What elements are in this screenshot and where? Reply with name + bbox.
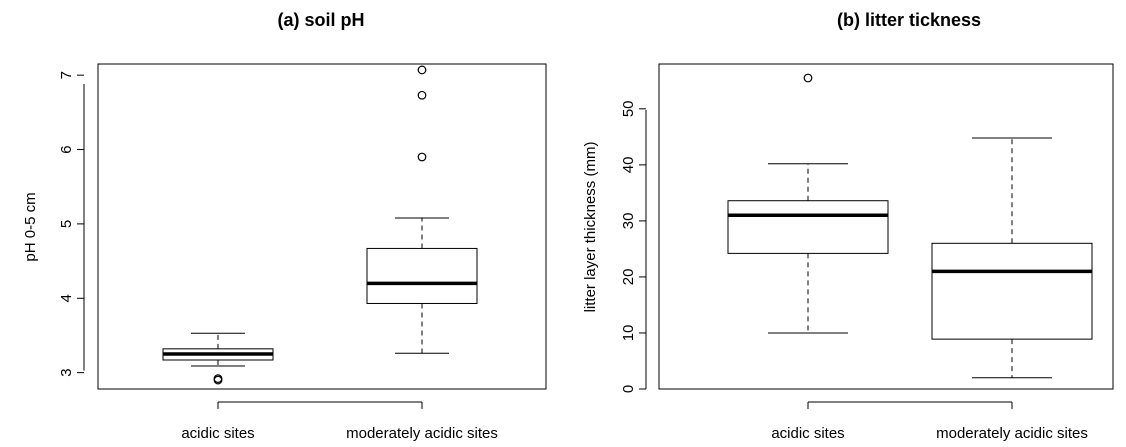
y-tick-label: 4 <box>58 294 75 302</box>
y-tick-label: 40 <box>620 157 637 174</box>
y-tick-label: 3 <box>58 368 75 376</box>
x-category-label: moderately acidic sites <box>346 425 498 442</box>
plot-frame <box>97 63 547 390</box>
outlier-point <box>417 90 427 100</box>
x-category-label: moderately acidic sites <box>936 425 1088 442</box>
y-tick-label: 30 <box>620 213 637 230</box>
outlier-point <box>417 65 427 75</box>
box-acidic-sites <box>162 332 274 385</box>
chart-title: (b) litter tickness <box>837 10 981 30</box>
x-category-label: acidic sites <box>181 425 254 442</box>
outlier-point <box>417 152 427 162</box>
box-acidic-sites <box>727 73 889 334</box>
boxes <box>162 65 478 385</box>
y-tick-label: 50 <box>620 100 637 117</box>
boxes <box>727 73 1093 379</box>
y-tick-label: 10 <box>620 325 637 342</box>
iqr-box <box>727 200 889 254</box>
y-ticks: 3 4 5 6 7 <box>58 71 84 377</box>
chart-title: (a) soil pH <box>277 10 364 30</box>
y-tick-label: 7 <box>58 71 75 79</box>
panel-soil-ph: (a) soil pH pH 0-5 cm 3 4 5 6 7 acidic sites… <box>22 10 547 442</box>
plot-frame <box>658 63 1114 390</box>
y-tick-label: 5 <box>58 220 75 228</box>
box-moderately-acidic-sites <box>931 137 1093 379</box>
outlier-point <box>803 73 813 83</box>
y-axis-label: litter layer thickness (mm) <box>582 142 599 313</box>
iqr-box <box>366 247 478 304</box>
x-categories: acidic sites moderately acidic sites <box>181 401 498 442</box>
y-axis-label: pH 0-5 cm <box>22 192 39 261</box>
box-moderately-acidic-sites <box>366 65 478 354</box>
x-categories: acidic sites moderately acidic sites <box>771 401 1088 442</box>
y-ticks: 0 10 20 30 40 50 <box>620 100 646 393</box>
y-tick-label: 0 <box>620 385 637 393</box>
iqr-box <box>931 242 1093 340</box>
y-tick-label: 20 <box>620 269 637 286</box>
y-tick-label: 6 <box>58 145 75 153</box>
outlier-point <box>213 374 223 383</box>
panel-litter-thickness: (b) litter tickness litter layer thickne… <box>582 10 1114 442</box>
x-category-label: acidic sites <box>771 425 844 442</box>
